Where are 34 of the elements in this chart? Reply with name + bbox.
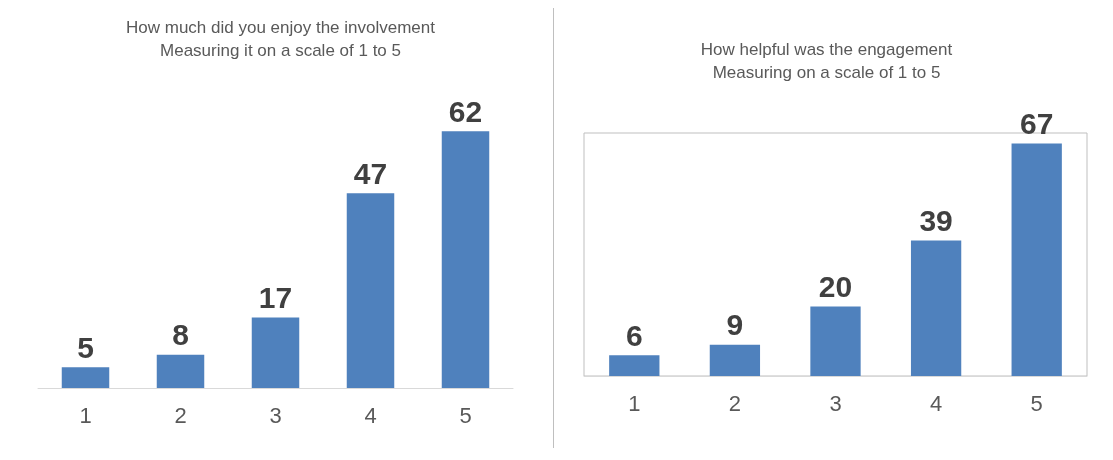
data-label: 47 <box>353 156 388 190</box>
bar <box>910 240 962 376</box>
bar <box>1011 143 1062 376</box>
bar <box>61 367 110 388</box>
x-tick-label: 1 <box>628 390 641 416</box>
chart-subtitle: Measuring on a scale of 1 to 5 <box>712 63 941 82</box>
bar <box>709 344 761 376</box>
x-tick-label: 2 <box>728 390 742 416</box>
data-label: 17 <box>258 281 293 315</box>
x-tick-label: 4 <box>929 390 943 416</box>
bar <box>441 131 490 388</box>
x-tick-label: 5 <box>1030 390 1043 416</box>
x-tick-label: 5 <box>459 402 472 428</box>
bar <box>810 306 861 376</box>
x-tick-label: 1 <box>79 402 92 428</box>
chart-title: How much did you enjoy the involvement <box>126 18 436 37</box>
chart-subtitle: Measuring it on a scale of 1 to 5 <box>160 41 401 60</box>
data-label: 62 <box>448 94 483 128</box>
data-label: 6 <box>625 318 643 352</box>
bar <box>251 317 300 388</box>
x-tick-label: 3 <box>269 402 282 428</box>
data-label: 5 <box>77 330 94 364</box>
data-label: 67 <box>1020 106 1054 140</box>
data-label: 9 <box>726 308 744 342</box>
x-tick-label: 2 <box>174 402 187 428</box>
bar <box>609 355 660 376</box>
x-tick-label: 3 <box>829 390 842 416</box>
data-label: 8 <box>172 318 189 352</box>
chart-title: How helpful was the engagement <box>700 40 953 59</box>
x-tick-label: 4 <box>364 402 377 428</box>
bar <box>156 354 205 388</box>
data-label: 20 <box>818 270 853 304</box>
data-label: 39 <box>919 204 953 238</box>
bar <box>346 193 395 388</box>
